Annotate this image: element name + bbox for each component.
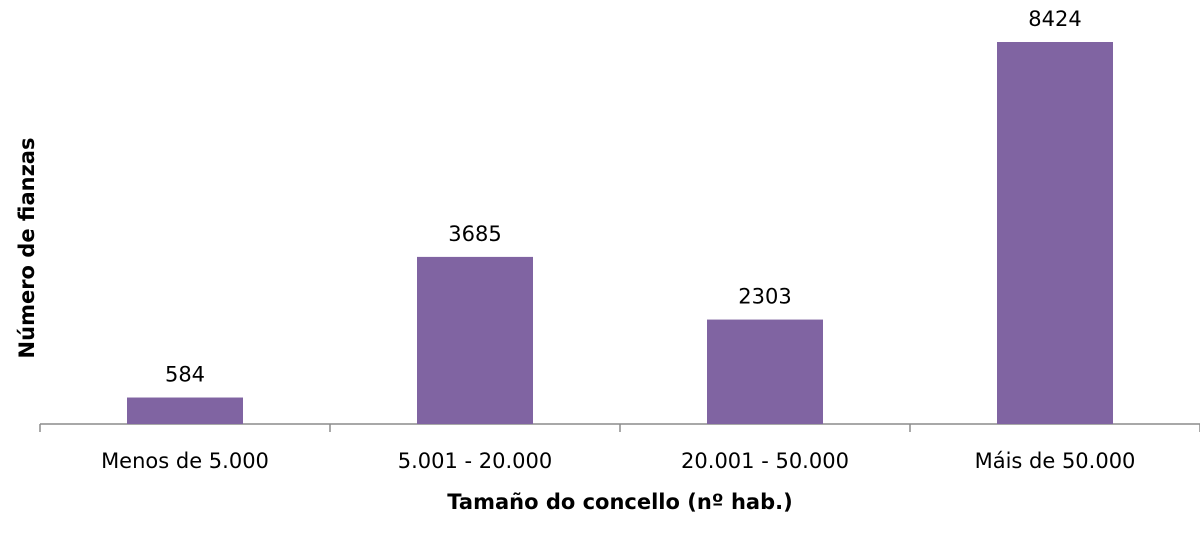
data-label: 3685 xyxy=(448,222,501,246)
y-axis-title: Número de fianzas xyxy=(15,138,39,359)
x-tick-label: Menos de 5.000 xyxy=(101,449,269,473)
bar xyxy=(707,319,823,424)
x-axis-title: Tamaño do concello (nº hab.) xyxy=(447,490,792,514)
bar xyxy=(997,42,1113,424)
x-tick-label: 5.001 - 20.000 xyxy=(398,449,553,473)
data-label: 2303 xyxy=(738,285,791,309)
bar xyxy=(417,256,533,424)
x-tick-label: 20.001 - 50.000 xyxy=(681,449,849,473)
data-label: 584 xyxy=(165,363,205,387)
x-tick-label: Máis de 50.000 xyxy=(975,449,1136,473)
data-label: 8424 xyxy=(1028,7,1081,31)
bar xyxy=(127,397,243,424)
